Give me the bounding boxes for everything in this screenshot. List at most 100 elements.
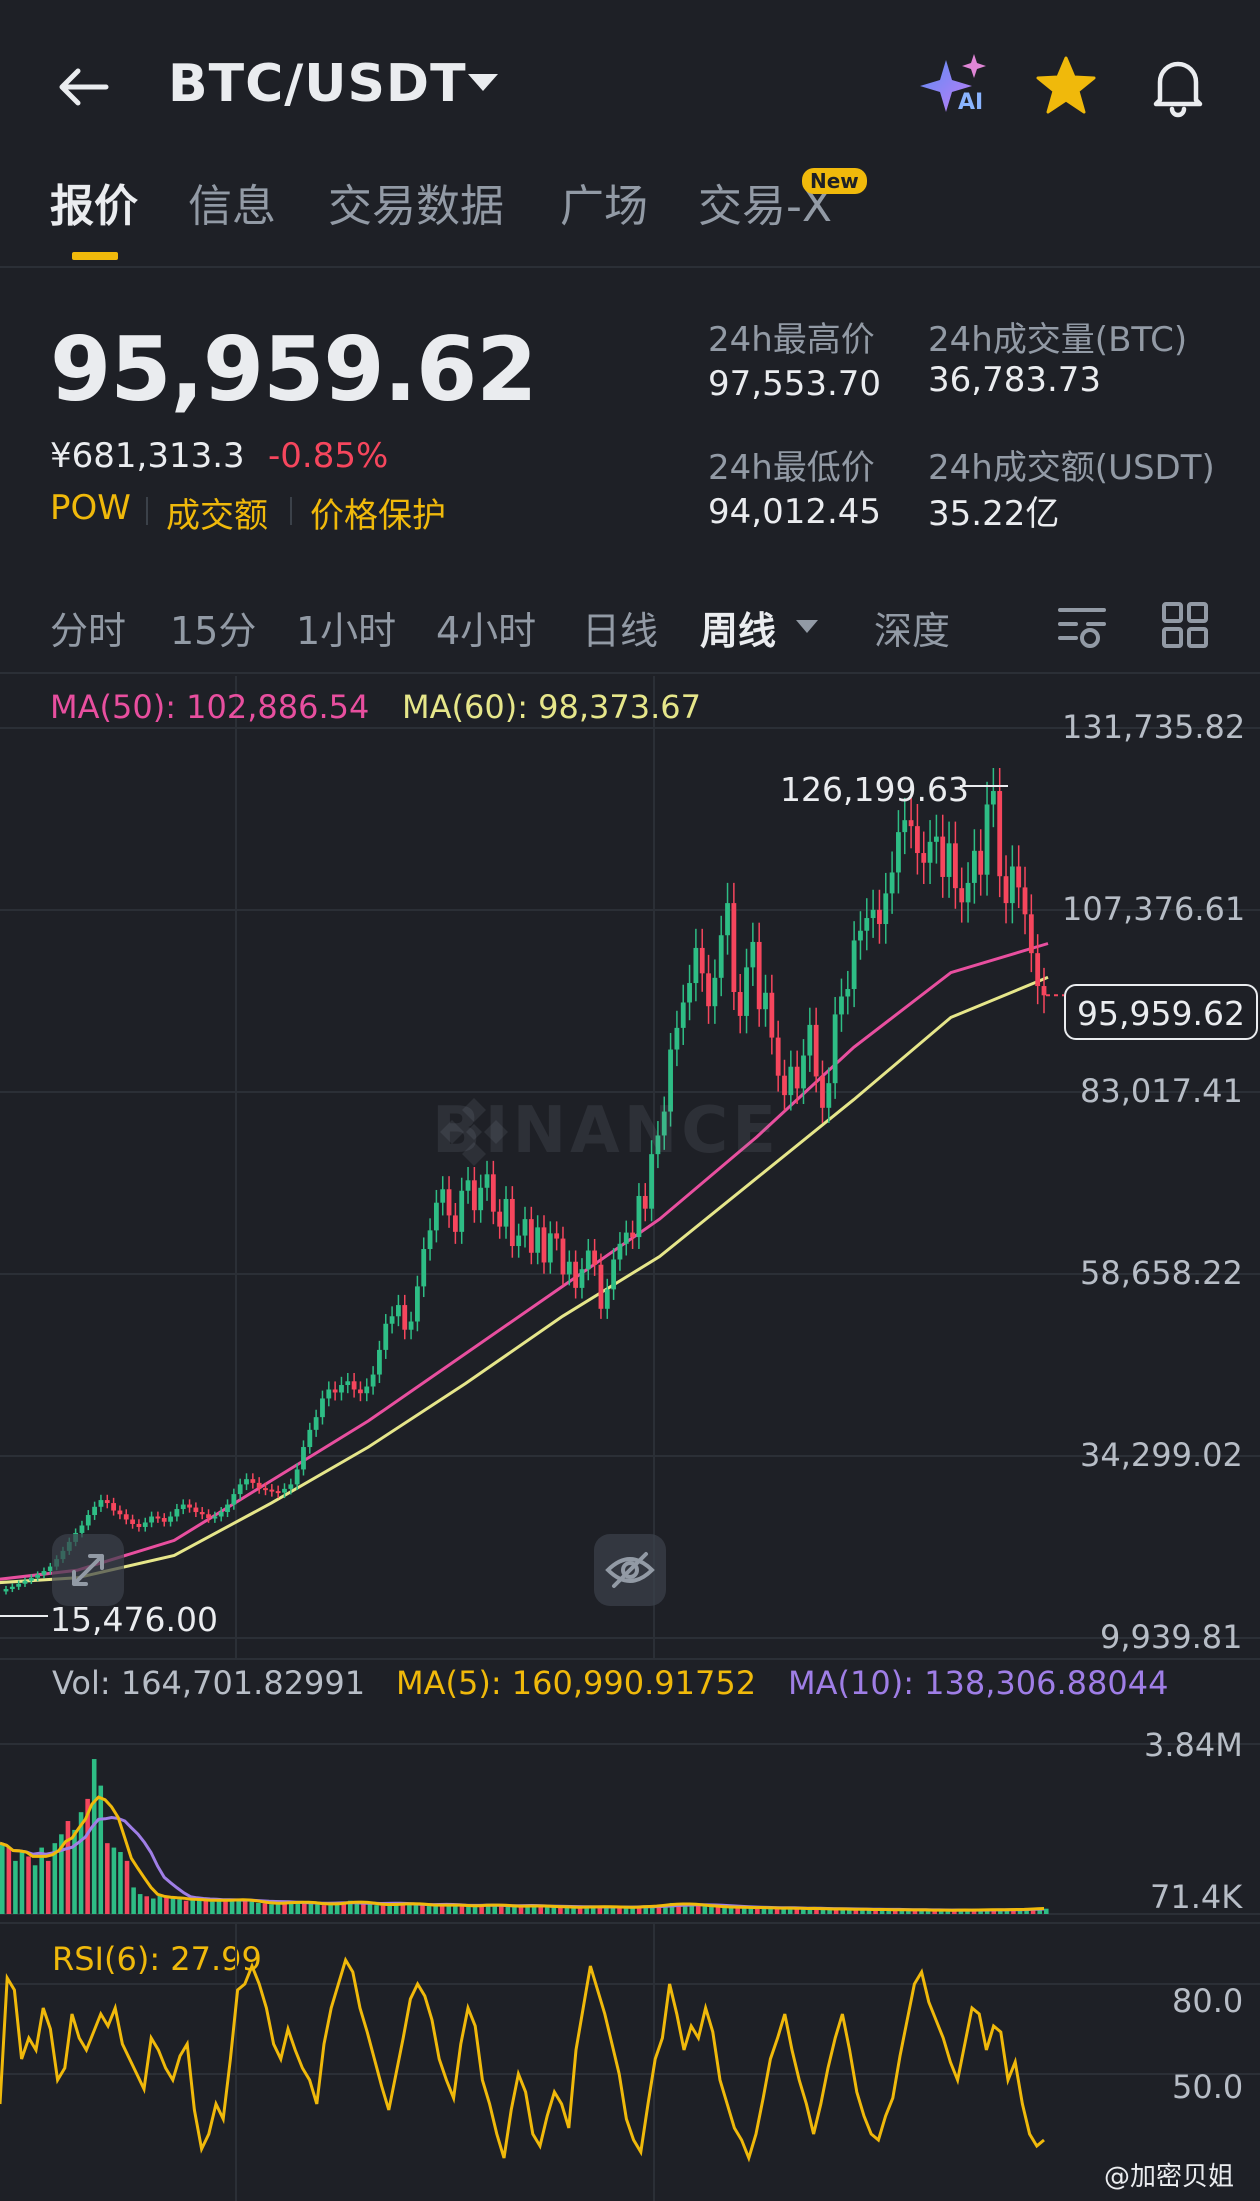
volume-bar [564, 1906, 570, 1914]
tag-turnover[interactable]: 成交额 [166, 496, 268, 536]
volume-bar [6, 1847, 12, 1914]
candle-body [212, 1516, 218, 1519]
rsi-line [0, 1956, 1045, 2163]
volume-bar [833, 1909, 839, 1914]
candle-body [1022, 887, 1028, 915]
volume-bar [124, 1860, 130, 1914]
volume-bar [768, 1907, 773, 1914]
candle-body [351, 1381, 357, 1390]
y-tick-label: 58,658.22 [1080, 1254, 1243, 1292]
tag-pow[interactable]: POW [50, 488, 131, 528]
volume-bar [538, 1906, 543, 1914]
tag-price-protection[interactable]: 价格保护 [310, 496, 446, 536]
candlestick-chart[interactable] [0, 676, 1260, 1660]
volume-bar [755, 1908, 760, 1914]
volume-bar [965, 1910, 970, 1914]
candle-body [244, 1479, 249, 1485]
volume-bar [702, 1906, 708, 1914]
candle-body [560, 1238, 566, 1275]
volume-bar [98, 1785, 104, 1914]
timeframe-1h[interactable]: 1小时 [296, 609, 397, 653]
tab-quote[interactable]: 报价 [50, 181, 138, 232]
volume-bar [380, 1905, 386, 1914]
volume-bar [853, 1909, 859, 1914]
candle-body [111, 1503, 116, 1511]
pair-dropdown-caret-icon[interactable] [468, 74, 498, 91]
volume-bar [840, 1908, 846, 1914]
y-tick-label: 131,735.82 [1062, 708, 1246, 746]
rsi-chart[interactable] [0, 1924, 1260, 2201]
timeframe-4h[interactable]: 4小时 [436, 609, 537, 653]
volume-chart[interactable] [0, 1710, 1260, 1920]
indicator-settings-icon[interactable] [1056, 602, 1108, 650]
tab-square[interactable]: 广场 [560, 181, 648, 232]
expand-icon [72, 1554, 104, 1586]
back-arrow-icon[interactable] [50, 52, 120, 122]
candle-body [516, 1235, 522, 1247]
candle-body [250, 1479, 256, 1483]
candle-body [934, 836, 939, 842]
volume-bar [315, 1904, 320, 1914]
volume-bar [269, 1904, 274, 1914]
volume-bar [499, 1906, 504, 1914]
candle-body [788, 1066, 794, 1096]
candle-body [41, 1571, 47, 1575]
candle-body [883, 893, 889, 925]
volume-bar [781, 1908, 786, 1914]
volume-bar [65, 1821, 71, 1914]
volume-bar [590, 1906, 596, 1914]
volume-bar [906, 1910, 911, 1914]
ai-sparkle-icon[interactable]: AI [918, 50, 998, 122]
binance-watermark: BINANCE [432, 1094, 780, 1168]
volume-bar [256, 1902, 261, 1914]
timeframe-1d[interactable]: 日线 [582, 609, 659, 653]
volume-bar [354, 1902, 360, 1914]
candle-body [826, 1083, 832, 1108]
volume-bar [131, 1887, 136, 1914]
candle-body [617, 1243, 623, 1260]
candle-body [9, 1586, 15, 1589]
volume-bar [216, 1900, 222, 1914]
volume-bar [1037, 1907, 1042, 1914]
volume-bar [932, 1910, 937, 1914]
timeframe-line[interactable]: 分时 [50, 609, 127, 653]
candle-body [579, 1269, 585, 1288]
volume-bar [787, 1907, 793, 1914]
volume-bar [623, 1906, 629, 1914]
fullscreen-button[interactable] [52, 1534, 124, 1606]
hide-indicators-button[interactable] [594, 1534, 666, 1606]
candle-body [509, 1198, 515, 1247]
candle-body [123, 1514, 129, 1520]
volume-bar [984, 1909, 990, 1914]
volume-bar [321, 1905, 327, 1914]
volume-bar [814, 1908, 819, 1914]
candle-body [263, 1488, 268, 1491]
volume-bar [643, 1905, 649, 1914]
pair-title[interactable]: BTC/USDT [168, 54, 467, 114]
timeframe-1w[interactable]: 周线 [700, 609, 777, 653]
volume-bar [715, 1906, 721, 1914]
period-high-label: 126,199.63 [780, 770, 969, 809]
candle-body [117, 1510, 123, 1515]
volume-bar [847, 1909, 852, 1914]
timeframe-15m[interactable]: 15分 [170, 609, 257, 653]
candle-body [566, 1261, 572, 1275]
candle-body [377, 1349, 382, 1375]
volume-bar [978, 1910, 983, 1914]
tab-info[interactable]: 信息 [188, 181, 276, 232]
tab-trade-data[interactable]: 交易数据 [328, 181, 504, 232]
candle-body [687, 983, 692, 1003]
grid-layout-icon[interactable] [1160, 600, 1210, 650]
favorite-star-icon[interactable] [1034, 54, 1098, 118]
timeframe-depth[interactable]: 深度 [874, 609, 951, 653]
volume-bar [433, 1905, 438, 1914]
notification-bell-icon[interactable] [1146, 54, 1210, 118]
candle-body [573, 1261, 579, 1288]
candle-body [630, 1232, 635, 1238]
candle-body [269, 1489, 275, 1492]
volume-bar [164, 1897, 169, 1914]
candle-body [782, 1075, 787, 1096]
timeframe-caret-icon[interactable] [796, 620, 818, 633]
volume-bar [262, 1903, 268, 1914]
candle-body [206, 1514, 211, 1519]
